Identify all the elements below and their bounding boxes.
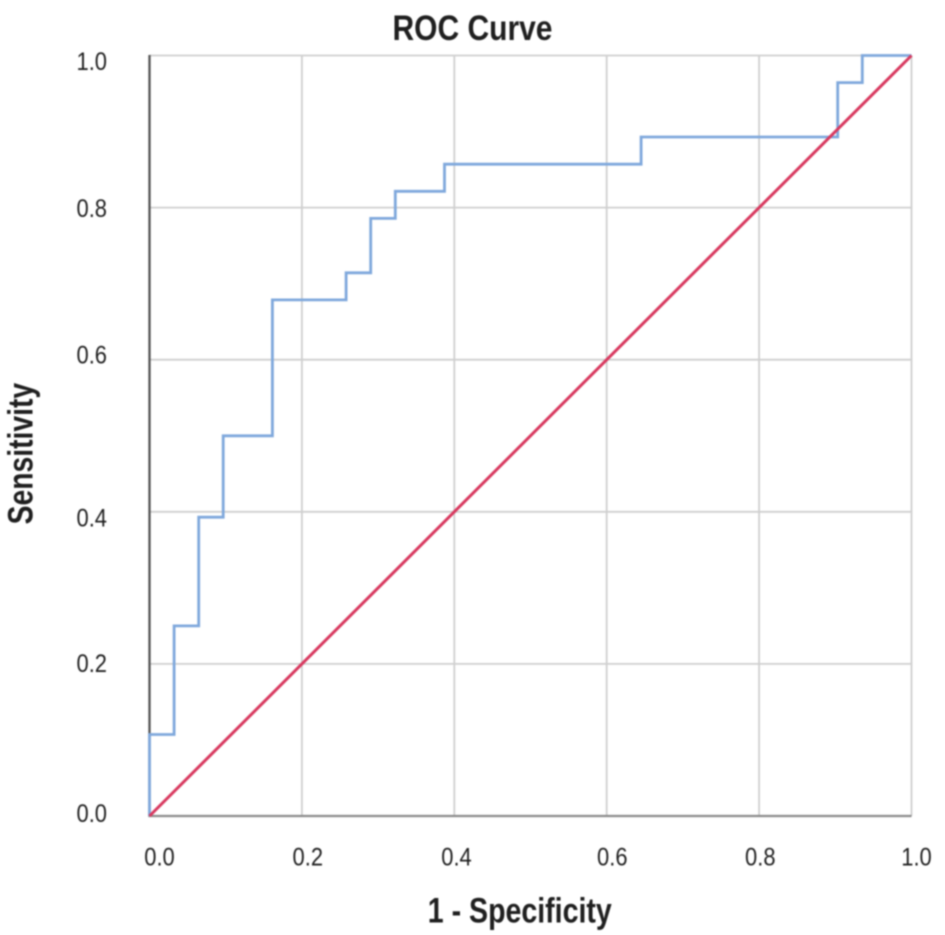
svg-text:0.0: 0.0: [77, 800, 108, 828]
svg-text:0.6: 0.6: [77, 341, 108, 369]
svg-text:1 - Specificity: 1 - Specificity: [428, 892, 612, 931]
svg-text:0.6: 0.6: [597, 844, 628, 872]
svg-text:0.8: 0.8: [77, 195, 108, 223]
svg-text:0.0: 0.0: [144, 844, 175, 872]
svg-text:1.0: 1.0: [901, 844, 932, 872]
svg-text:0.2: 0.2: [77, 650, 108, 678]
svg-text:0.2: 0.2: [293, 844, 324, 872]
svg-text:0.4: 0.4: [441, 844, 472, 872]
svg-text:Sensitivity: Sensitivity: [2, 382, 41, 524]
svg-text:ROC Curve: ROC Curve: [393, 9, 553, 48]
svg-text:0.8: 0.8: [745, 844, 776, 872]
svg-text:1.0: 1.0: [77, 48, 108, 76]
svg-text:0.4: 0.4: [77, 505, 108, 533]
